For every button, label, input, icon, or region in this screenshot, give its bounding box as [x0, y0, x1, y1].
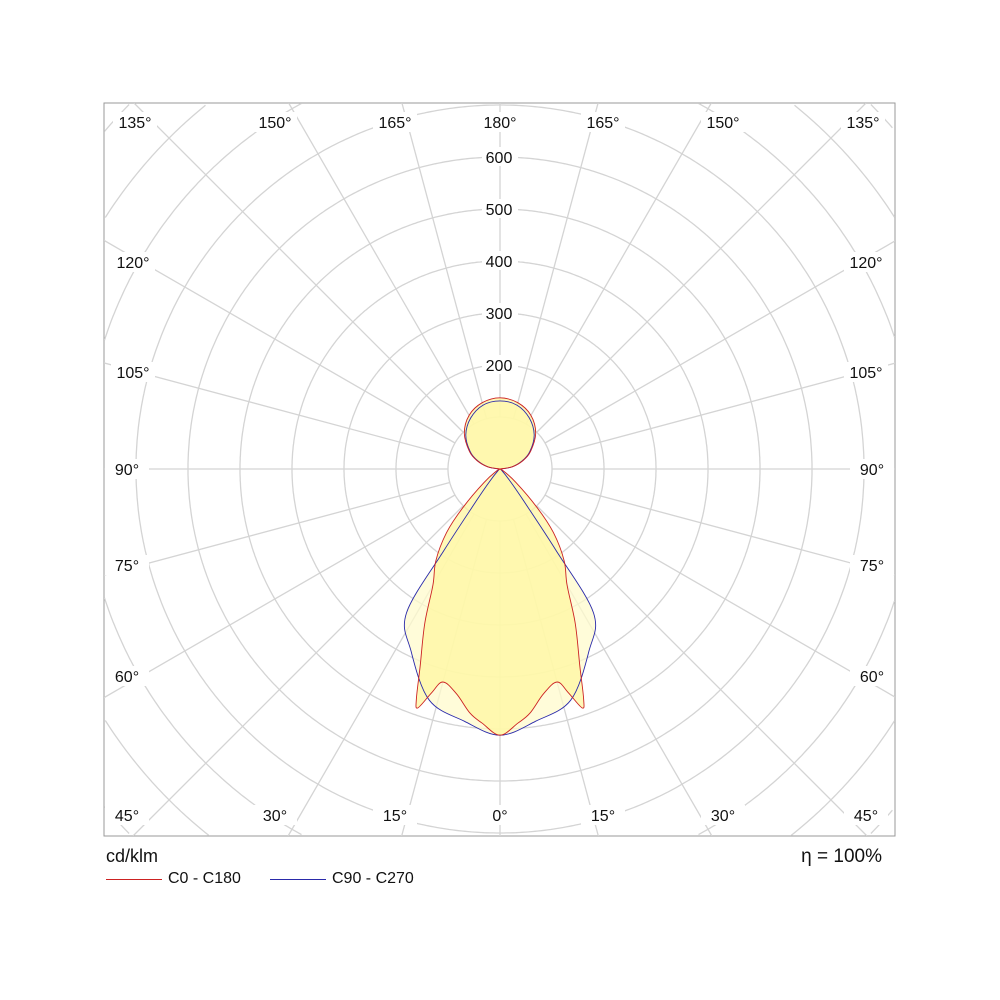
- grid-spoke: [104, 239, 456, 444]
- angle-label-bg: [581, 805, 625, 825]
- legend-label-c0: C0 - C180: [168, 870, 241, 887]
- radial-tick-bg: [482, 251, 518, 270]
- angle-label: 135°: [118, 115, 151, 132]
- angle-label-bg: [844, 252, 888, 272]
- angle-label-bg: [478, 805, 522, 825]
- grid-spoke: [536, 103, 867, 433]
- angle-label-bg: [253, 112, 297, 132]
- angle-label: 180°: [483, 115, 516, 132]
- angle-label-bg: [373, 805, 417, 825]
- radial-tick-bg: [482, 303, 518, 322]
- grid-spoke: [525, 103, 712, 425]
- grid-spoke: [104, 362, 450, 457]
- angle-label-bg: [701, 112, 745, 132]
- angle-label: 60°: [860, 669, 884, 686]
- angle-label-bg: [105, 666, 149, 686]
- radial-tick-label: 200: [486, 358, 513, 375]
- angle-label: 120°: [116, 255, 149, 272]
- angle-label-bg: [111, 362, 155, 382]
- legend-swatch-c90: [270, 878, 326, 880]
- angle-label-bg: [850, 459, 894, 479]
- angle-label: 45°: [854, 808, 878, 825]
- grid-spoke: [544, 494, 895, 698]
- radial-tick-label: 500: [486, 202, 513, 219]
- angle-label-bg: [253, 805, 297, 825]
- angle-label-bg: [844, 805, 888, 825]
- angle-label: 105°: [116, 365, 149, 382]
- angle-label-bg: [105, 459, 149, 479]
- radial-tick-bg: [482, 199, 518, 218]
- angle-label: 150°: [258, 115, 291, 132]
- radial-tick-bg: [482, 147, 518, 166]
- series-fill-c0-c180: [415, 397, 585, 736]
- angle-label: 135°: [846, 115, 879, 132]
- series-line-c90-c270: [403, 400, 597, 736]
- angle-label-bg: [111, 252, 155, 272]
- legend-item-c90: C90 - C270: [270, 870, 414, 888]
- angle-label: 75°: [115, 558, 139, 575]
- grid-spoke: [104, 481, 450, 576]
- angle-label: 30°: [263, 808, 287, 825]
- angle-label-bg: [850, 555, 894, 575]
- angle-label-bg: [701, 805, 745, 825]
- efficiency-label: η = 100%: [801, 846, 882, 867]
- angle-label: 90°: [115, 462, 139, 479]
- angle-label-bg: [841, 112, 885, 132]
- angle-label-bg: [850, 666, 894, 686]
- angle-label: 15°: [591, 808, 615, 825]
- angle-label: 15°: [383, 808, 407, 825]
- angle-label-bg: [105, 805, 149, 825]
- angle-label: 0°: [492, 808, 507, 825]
- angle-label: 30°: [711, 808, 735, 825]
- radial-tick-bg: [482, 355, 518, 374]
- angle-label-bg: [581, 112, 625, 132]
- angle-label: 165°: [586, 115, 619, 132]
- grid-spoke: [132, 505, 464, 836]
- angle-label: 90°: [860, 462, 884, 479]
- grid-spoke: [544, 240, 895, 444]
- angle-label-bg: [113, 112, 157, 132]
- angle-label: 105°: [849, 365, 882, 382]
- grid-spoke: [133, 103, 464, 433]
- angle-label-bg: [478, 112, 522, 132]
- grid-spoke: [401, 103, 488, 419]
- legend-label-c90: C90 - C270: [332, 870, 414, 887]
- radial-tick-label: 300: [486, 306, 513, 323]
- grid-spoke: [512, 103, 599, 419]
- grid-spoke: [550, 481, 895, 576]
- radial-tick-label: 600: [486, 150, 513, 167]
- angle-label: 150°: [706, 115, 739, 132]
- unit-label: cd/klm: [106, 846, 159, 866]
- grid-spoke: [104, 494, 456, 699]
- legend-swatch-c0: [106, 878, 162, 880]
- angle-label-bg: [105, 555, 149, 575]
- angle-label: 120°: [849, 255, 882, 272]
- grid-spoke: [536, 505, 868, 836]
- angle-label-bg: [373, 112, 417, 132]
- legend-item-c0: C0 - C180: [106, 870, 241, 888]
- grid-spoke: [288, 103, 475, 425]
- grid-ring: [104, 104, 895, 836]
- series-line-c0-c180: [415, 397, 585, 736]
- radial-tick-label: 400: [486, 254, 513, 271]
- angle-label: 75°: [860, 558, 884, 575]
- angle-label-bg: [844, 362, 888, 382]
- angle-label: 60°: [115, 669, 139, 686]
- grid-spoke: [550, 362, 895, 457]
- angle-label: 45°: [115, 808, 139, 825]
- grid-ring: [104, 103, 895, 836]
- angle-label: 165°: [378, 115, 411, 132]
